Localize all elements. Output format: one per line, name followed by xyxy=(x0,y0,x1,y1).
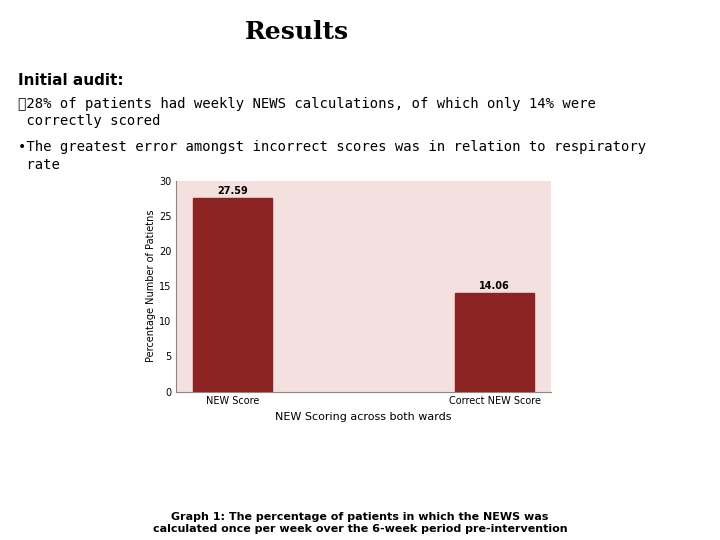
Text: 27.59: 27.59 xyxy=(217,186,248,196)
Text: rate: rate xyxy=(18,158,60,172)
Text: ⚕: ⚕ xyxy=(666,31,677,52)
Y-axis label: Percentage Number of Patietns: Percentage Number of Patietns xyxy=(146,210,156,362)
Text: ▦: ▦ xyxy=(662,80,681,100)
Bar xyxy=(455,293,534,392)
Text: •The greatest error amongst incorrect scores was in relation to respiratory: •The greatest error amongst incorrect sc… xyxy=(18,140,646,154)
Text: Results: Results xyxy=(245,20,349,44)
Text: Graph 1: The percentage of patients in which the NEWS was
calculated once per we: Graph 1: The percentage of patients in w… xyxy=(153,512,567,534)
Text: 28% of patients had weekly NEWS calculations, of which only 14% were: 28% of patients had weekly NEWS calculat… xyxy=(18,97,596,111)
Text: correctly scored: correctly scored xyxy=(18,114,161,129)
Bar xyxy=(194,198,272,392)
X-axis label: NEW Scoring across both wards: NEW Scoring across both wards xyxy=(275,412,452,422)
Text: 14.06: 14.06 xyxy=(479,281,510,291)
Text: ♡: ♡ xyxy=(662,129,681,149)
Text: Initial audit:: Initial audit: xyxy=(18,73,124,88)
